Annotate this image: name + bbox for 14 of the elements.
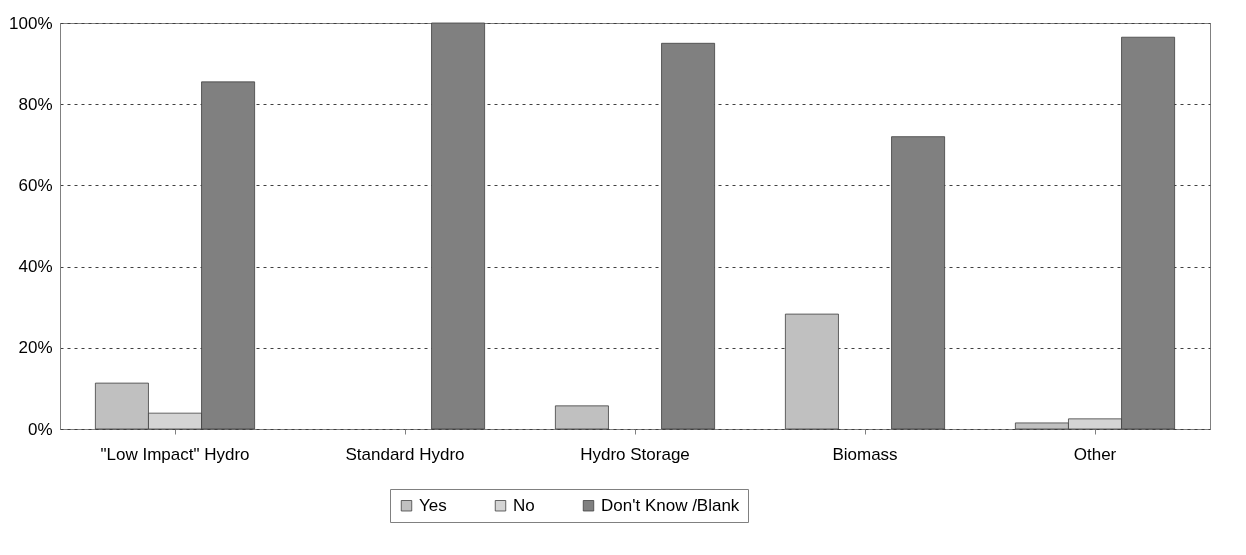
y-tick-label: 80%: [18, 94, 53, 114]
y-tick-label: 100%: [9, 13, 53, 33]
x-tick-label: "Low Impact" Hydro: [100, 444, 250, 464]
x-tick-label: Hydro Storage: [580, 444, 690, 464]
x-tick-label: Other: [1073, 444, 1117, 464]
y-tick-label: 0%: [27, 419, 53, 439]
legend-label: Yes: [419, 495, 447, 515]
x-tick-label: Biomass: [832, 444, 898, 464]
y-tick-label: 20%: [18, 338, 53, 358]
y-tick-label: 40%: [18, 257, 53, 277]
x-tick-label: Standard Hydro: [345, 444, 465, 464]
y-tick-label: 60%: [18, 175, 53, 195]
legend-label: Don't Know /Blank: [601, 495, 740, 515]
legend-label: No: [513, 495, 535, 515]
